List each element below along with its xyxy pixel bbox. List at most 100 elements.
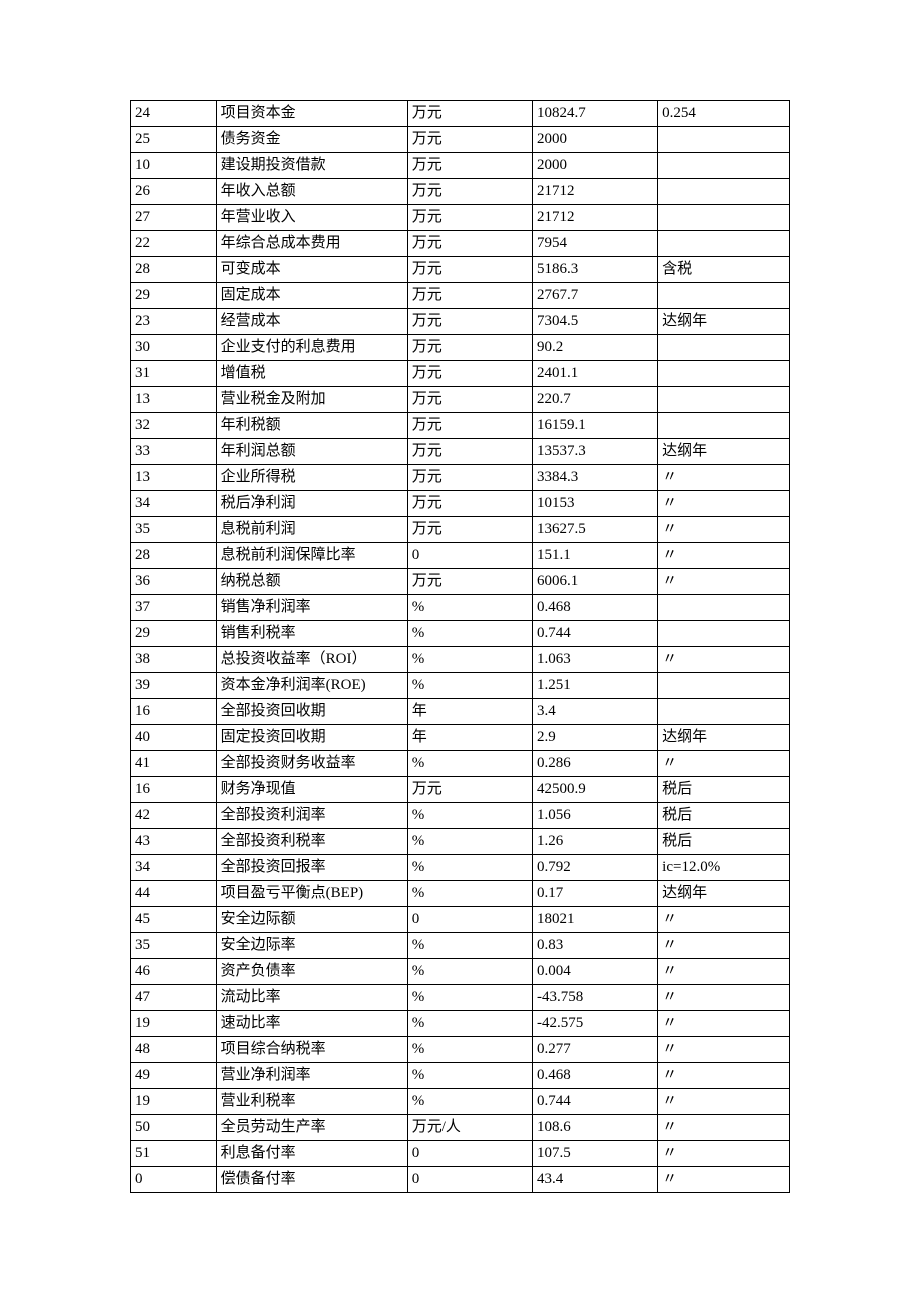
table-cell: 全部投资财务收益率 bbox=[216, 751, 407, 777]
table-cell: 50 bbox=[131, 1115, 217, 1141]
table-cell: 企业所得税 bbox=[216, 465, 407, 491]
table-cell: 息税前利润保障比率 bbox=[216, 543, 407, 569]
table-cell: % bbox=[407, 829, 532, 855]
table-cell: 万元 bbox=[407, 335, 532, 361]
table-cell: 0 bbox=[407, 907, 532, 933]
table-cell: 〃 bbox=[658, 465, 790, 491]
table-cell: 年利税额 bbox=[216, 413, 407, 439]
table-cell: 年利润总额 bbox=[216, 439, 407, 465]
table-row: 13企业所得税万元3384.3〃 bbox=[131, 465, 790, 491]
table-cell: 90.2 bbox=[532, 335, 657, 361]
table-cell: 〃 bbox=[658, 647, 790, 673]
table-cell: 营业净利润率 bbox=[216, 1063, 407, 1089]
table-cell: 19 bbox=[131, 1089, 217, 1115]
table-row: 28息税前利润保障比率0151.1〃 bbox=[131, 543, 790, 569]
table-cell: 〃 bbox=[658, 1141, 790, 1167]
table-row: 38总投资收益率（ROI）%1.063〃 bbox=[131, 647, 790, 673]
table-row: 46资产负债率%0.004〃 bbox=[131, 959, 790, 985]
table-cell: 45 bbox=[131, 907, 217, 933]
table-cell: 0 bbox=[407, 1141, 532, 1167]
table-cell: 0.277 bbox=[532, 1037, 657, 1063]
table-row: 34全部投资回报率%0.792ic=12.0% bbox=[131, 855, 790, 881]
table-row: 48项目综合纳税率%0.277〃 bbox=[131, 1037, 790, 1063]
table-cell: 29 bbox=[131, 621, 217, 647]
financial-indicators-table: 24项目资本金万元10824.70.25425债务资金万元200010建设期投资… bbox=[130, 100, 790, 1193]
table-cell: % bbox=[407, 881, 532, 907]
table-cell: 安全边际率 bbox=[216, 933, 407, 959]
table-cell: 1.056 bbox=[532, 803, 657, 829]
table-cell: 24 bbox=[131, 101, 217, 127]
table-cell bbox=[658, 283, 790, 309]
table-row: 10建设期投资借款万元2000 bbox=[131, 153, 790, 179]
table-cell: 10153 bbox=[532, 491, 657, 517]
table-cell: 万元 bbox=[407, 127, 532, 153]
table-cell: % bbox=[407, 751, 532, 777]
table-cell bbox=[658, 673, 790, 699]
table-cell: 35 bbox=[131, 933, 217, 959]
table-cell: % bbox=[407, 1063, 532, 1089]
table-cell: 〃 bbox=[658, 569, 790, 595]
table-cell bbox=[658, 127, 790, 153]
table-row: 45安全边际额018021〃 bbox=[131, 907, 790, 933]
table-cell: 万元 bbox=[407, 517, 532, 543]
table-cell: 〃 bbox=[658, 491, 790, 517]
table-row: 0偿债备付率043.4〃 bbox=[131, 1167, 790, 1193]
table-cell: 16159.1 bbox=[532, 413, 657, 439]
table-row: 16全部投资回收期年3.4 bbox=[131, 699, 790, 725]
table-cell: 0.17 bbox=[532, 881, 657, 907]
table-cell: 万元 bbox=[407, 309, 532, 335]
table-body: 24项目资本金万元10824.70.25425债务资金万元200010建设期投资… bbox=[131, 101, 790, 1193]
table-cell: 13627.5 bbox=[532, 517, 657, 543]
table-cell: 利息备付率 bbox=[216, 1141, 407, 1167]
table-cell: 销售净利润率 bbox=[216, 595, 407, 621]
table-cell: 22 bbox=[131, 231, 217, 257]
table-row: 43全部投资利税率%1.26税后 bbox=[131, 829, 790, 855]
table-cell: 〃 bbox=[658, 1115, 790, 1141]
table-cell: 2000 bbox=[532, 127, 657, 153]
table-cell: 1.26 bbox=[532, 829, 657, 855]
table-cell: 年 bbox=[407, 725, 532, 751]
table-cell: 建设期投资借款 bbox=[216, 153, 407, 179]
table-cell: 2401.1 bbox=[532, 361, 657, 387]
table-cell: 43 bbox=[131, 829, 217, 855]
table-cell: 万元 bbox=[407, 491, 532, 517]
table-cell: 0.83 bbox=[532, 933, 657, 959]
table-row: 44项目盈亏平衡点(BEP)%0.17达纲年 bbox=[131, 881, 790, 907]
table-cell: 〃 bbox=[658, 1011, 790, 1037]
table-cell bbox=[658, 179, 790, 205]
table-cell: 34 bbox=[131, 855, 217, 881]
table-cell: 达纲年 bbox=[658, 725, 790, 751]
table-cell: % bbox=[407, 647, 532, 673]
table-cell: 项目盈亏平衡点(BEP) bbox=[216, 881, 407, 907]
table-cell: 107.5 bbox=[532, 1141, 657, 1167]
table-cell: 全员劳动生产率 bbox=[216, 1115, 407, 1141]
table-cell: 28 bbox=[131, 543, 217, 569]
table-cell: 19 bbox=[131, 1011, 217, 1037]
table-cell: % bbox=[407, 673, 532, 699]
table-cell: 年综合总成本费用 bbox=[216, 231, 407, 257]
table-cell: 年收入总额 bbox=[216, 179, 407, 205]
table-cell: 35 bbox=[131, 517, 217, 543]
table-cell bbox=[658, 387, 790, 413]
table-cell: 25 bbox=[131, 127, 217, 153]
table-cell: % bbox=[407, 1089, 532, 1115]
table-cell: 达纲年 bbox=[658, 881, 790, 907]
table-row: 47流动比率%-43.758〃 bbox=[131, 985, 790, 1011]
table-cell: 2000 bbox=[532, 153, 657, 179]
table-cell: 0.744 bbox=[532, 621, 657, 647]
table-cell: 29 bbox=[131, 283, 217, 309]
table-cell: 万元 bbox=[407, 101, 532, 127]
table-cell: 万元 bbox=[407, 439, 532, 465]
table-cell: 项目综合纳税率 bbox=[216, 1037, 407, 1063]
table-cell: 28 bbox=[131, 257, 217, 283]
table-cell: 万元/人 bbox=[407, 1115, 532, 1141]
table-cell: 0 bbox=[407, 543, 532, 569]
table-cell: 万元 bbox=[407, 569, 532, 595]
table-cell: 资本金净利润率(ROE) bbox=[216, 673, 407, 699]
table-cell: 达纲年 bbox=[658, 309, 790, 335]
table-cell bbox=[658, 361, 790, 387]
table-cell: 财务净现值 bbox=[216, 777, 407, 803]
table-cell: 37 bbox=[131, 595, 217, 621]
table-cell: 经营成本 bbox=[216, 309, 407, 335]
table-cell: 税后 bbox=[658, 803, 790, 829]
